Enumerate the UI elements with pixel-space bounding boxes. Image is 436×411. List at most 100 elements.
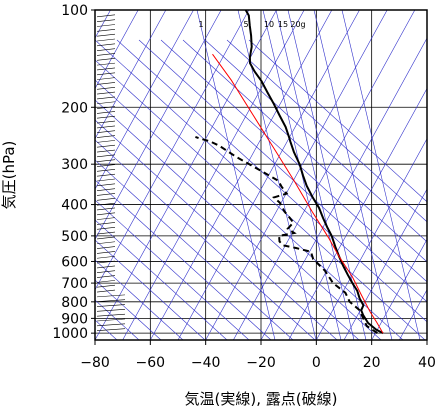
wind-barb: [96, 323, 126, 327]
parcel-line: [212, 53, 384, 334]
wind-barb: [96, 212, 116, 216]
wind-barb: [96, 178, 116, 182]
wind-barb: [96, 106, 116, 109]
temperature-line: [244, 10, 384, 335]
wind-barb: [96, 19, 116, 22]
x-tick-label: −20: [246, 355, 276, 371]
wind-barb: [96, 91, 116, 95]
x-tick-label: 0: [312, 355, 321, 371]
wind-barb: [96, 33, 116, 37]
mixing-ratio-label: 5: [243, 20, 248, 29]
wind-barb: [96, 135, 116, 138]
wind-barbs: [96, 14, 126, 331]
isotherm-line: [316, 138, 427, 340]
wind-barb: [96, 62, 116, 66]
y-tick-label: 700: [61, 276, 88, 292]
y-tick-label: 500: [61, 229, 88, 245]
y-tick-label: 900: [61, 311, 88, 327]
mixing-ratio-label: 15: [278, 20, 288, 29]
wind-barb: [96, 265, 116, 269]
wind-barb: [96, 309, 126, 312]
wind-barb: [96, 159, 116, 162]
wind-barb: [96, 14, 116, 18]
x-axis-label: 気温(実線), 露点(破線): [185, 390, 338, 408]
wind-barb: [96, 294, 126, 298]
mixing-ratio-line: [196, 10, 276, 340]
y-axis-label: 気圧(hPa): [0, 141, 18, 210]
isotherm-line: [95, 10, 194, 190]
isotherm-line: [95, 10, 139, 90]
wind-barb: [96, 304, 126, 307]
isotherm-line: [233, 10, 416, 340]
wind-barb: [96, 169, 116, 172]
x-tick-label: −40: [191, 355, 221, 371]
y-tick-label: 600: [61, 254, 88, 270]
y-tick-label: 300: [61, 157, 88, 173]
dry-adiabat-line: [95, 199, 250, 340]
wind-barb: [96, 43, 116, 47]
mixing-ratio-line: [313, 10, 393, 340]
wind-barb: [96, 125, 116, 129]
y-tick-label: 1000: [52, 326, 88, 342]
isotherm-line: [343, 188, 427, 340]
wind-barb: [96, 164, 116, 167]
wind-barb: [96, 48, 116, 51]
dry-adiabat-line: [95, 239, 206, 340]
dry-adiabat-line: [116, 39, 427, 323]
x-tick-label: 40: [418, 355, 436, 371]
y-tick-label: 800: [61, 295, 88, 311]
wind-barb: [96, 96, 116, 100]
wind-barb: [96, 193, 116, 196]
dry-adiabat-line: [95, 279, 162, 340]
wind-barb: [96, 140, 116, 143]
isotherm-line: [288, 87, 427, 340]
grid-layer: 1 5 10 15 20g: [95, 10, 427, 340]
wind-barb: [96, 115, 116, 119]
dry-adiabat-line: [95, 159, 294, 340]
wind-barb: [96, 255, 116, 259]
wind-barb: [96, 246, 116, 249]
wind-barb: [96, 222, 116, 225]
wind-barb: [96, 207, 116, 211]
dry-adiabat-line: [95, 79, 382, 340]
wind-barb: [96, 72, 116, 76]
y-tick-label: 100: [61, 3, 88, 19]
dry-adiabat-line: [95, 259, 184, 340]
wind-barb: [96, 241, 116, 245]
dry-adiabat-line: [204, 39, 427, 243]
wind-barb: [96, 299, 126, 302]
isotherm-line: [426, 339, 427, 340]
y-tick-label: 200: [61, 100, 88, 116]
dry-adiabat-line: [95, 119, 338, 340]
wind-barb: [96, 53, 116, 56]
wind-barb: [96, 101, 116, 105]
dry-adiabat-line: [95, 179, 272, 340]
wind-barb: [96, 318, 126, 322]
wind-barb: [96, 275, 116, 278]
x-tick-label: −60: [136, 355, 166, 371]
isotherm-line: [371, 238, 427, 340]
dry-adiabat-line: [95, 39, 426, 340]
wind-barb: [96, 86, 116, 90]
wind-barb: [96, 149, 116, 153]
dry-adiabat-line: [248, 39, 427, 203]
wind-barb: [96, 120, 116, 124]
wind-barb: [96, 38, 116, 42]
isotherm-line: [205, 10, 388, 340]
wind-barb: [96, 58, 116, 61]
isotherm-line: [260, 37, 427, 340]
wind-barb: [96, 226, 116, 230]
series-layer: [96, 10, 384, 335]
dry-adiabat-line: [95, 219, 228, 340]
wind-barb: [96, 188, 116, 191]
wind-barb: [96, 154, 116, 158]
isotherm-line: [95, 10, 277, 340]
wind-barb: [96, 111, 116, 114]
wind-barb: [96, 280, 116, 283]
dry-adiabat-line: [95, 139, 316, 340]
wind-barb: [96, 29, 116, 32]
wind-barb: [96, 260, 116, 264]
wind-barb: [96, 236, 116, 240]
wind-barb: [96, 173, 116, 177]
